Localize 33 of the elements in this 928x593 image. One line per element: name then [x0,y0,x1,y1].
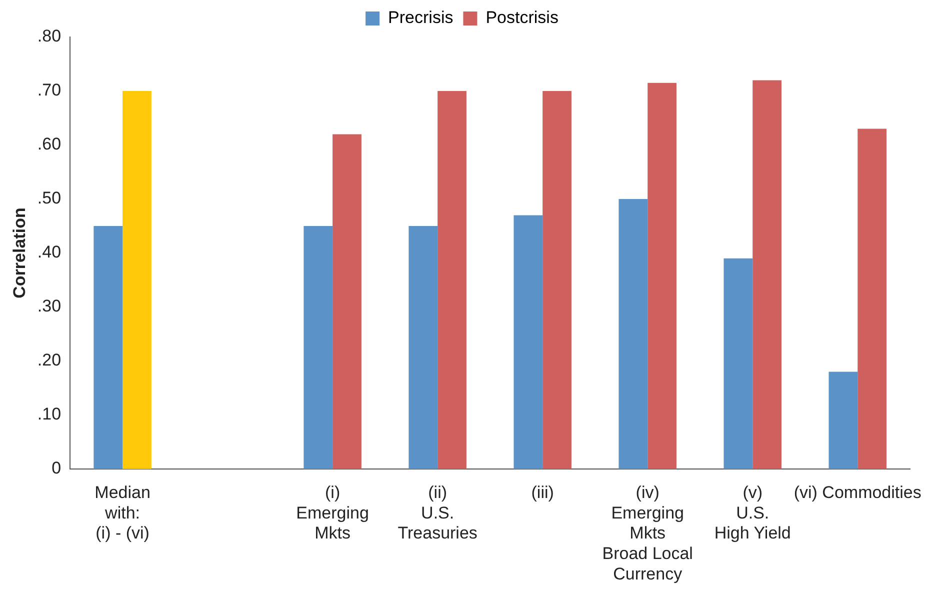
x-tick-label: Median with: (i) - (vi) [94,482,150,543]
legend-label: Precrisis [388,8,454,28]
bar [858,128,886,469]
bar [408,226,438,469]
y-tick-label: .70 [37,80,62,100]
bar [828,372,858,469]
bar [304,226,333,469]
bar [724,258,753,469]
x-tick-label: (ii) U.S. Treasuries [398,482,478,543]
y-tick-label: .80 [37,26,62,46]
x-tick-label: (iv) Emerging Mkts Broad Local Currency [602,482,693,584]
bar [332,134,362,469]
bar [438,91,466,469]
y-tick-label: .60 [37,134,62,154]
y-tick-label: .10 [37,404,62,424]
y-tick-label: .50 [37,188,62,208]
x-tick-label: (v) U.S. High Yield [714,482,791,543]
bar [542,91,572,469]
y-tick-label: .40 [37,242,62,262]
y-tick-label: 0 [52,458,62,478]
y-tick-label: .20 [37,350,62,370]
bar [94,226,123,469]
bar [122,91,152,469]
bar [514,215,543,469]
y-tick-label: .30 [37,296,62,316]
bar [752,80,782,469]
x-tick-label: (iii) [531,482,554,502]
legend-label: Postcrisis [486,8,558,28]
x-tick-label: (vi) Commodities [794,482,922,502]
x-tick-label: (i) Emerging Mkts [296,482,369,543]
bar [648,82,676,469]
bar [618,199,648,469]
y-axis-title: Correlation [10,208,29,298]
